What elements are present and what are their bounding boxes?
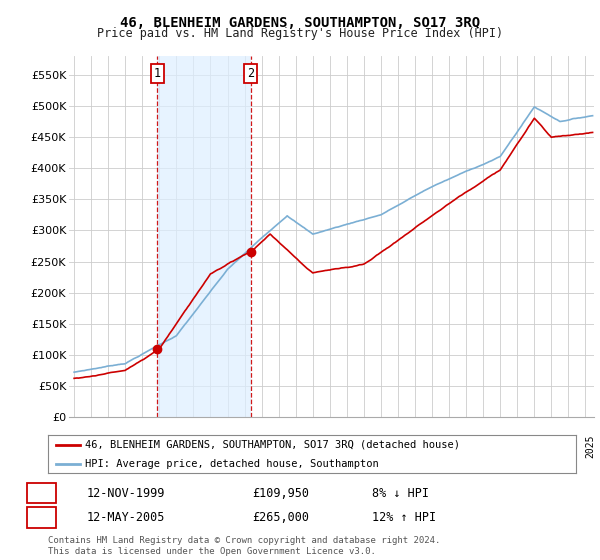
Text: 2016: 2016 <box>432 435 442 458</box>
Text: 2021: 2021 <box>517 435 527 458</box>
Text: 2007: 2007 <box>278 435 289 458</box>
Text: 2018: 2018 <box>466 435 476 458</box>
Text: HPI: Average price, detached house, Southampton: HPI: Average price, detached house, Sout… <box>85 459 379 469</box>
Text: 2017: 2017 <box>449 435 459 458</box>
Text: 12-NOV-1999: 12-NOV-1999 <box>87 487 166 500</box>
Text: 2014: 2014 <box>398 435 408 458</box>
Text: 1998: 1998 <box>125 435 135 458</box>
Text: £265,000: £265,000 <box>252 511 309 524</box>
Text: 1997: 1997 <box>108 435 118 458</box>
Text: 2025: 2025 <box>586 435 595 458</box>
Text: 2006: 2006 <box>262 435 272 458</box>
Text: 1995: 1995 <box>74 435 84 458</box>
Text: 2015: 2015 <box>415 435 425 458</box>
Text: 46, BLENHEIM GARDENS, SOUTHAMPTON, SO17 3RQ: 46, BLENHEIM GARDENS, SOUTHAMPTON, SO17 … <box>120 16 480 30</box>
Text: 2003: 2003 <box>211 435 220 458</box>
Text: 2000: 2000 <box>160 435 169 458</box>
Text: 2002: 2002 <box>193 435 203 458</box>
Text: 2024: 2024 <box>568 435 578 458</box>
Text: 2019: 2019 <box>483 435 493 458</box>
Text: 1999: 1999 <box>142 435 152 458</box>
Text: 2: 2 <box>247 67 254 80</box>
Text: 2022: 2022 <box>535 435 544 458</box>
Text: 1: 1 <box>38 487 45 500</box>
Text: 1996: 1996 <box>91 435 101 458</box>
Text: 2012: 2012 <box>364 435 374 458</box>
Text: 2001: 2001 <box>176 435 187 458</box>
Bar <box>157 56 251 417</box>
Text: 2010: 2010 <box>330 435 340 458</box>
Text: 2013: 2013 <box>381 435 391 458</box>
Text: £109,950: £109,950 <box>252 487 309 500</box>
Text: 2011: 2011 <box>347 435 357 458</box>
Text: Contains HM Land Registry data © Crown copyright and database right 2024.
This d: Contains HM Land Registry data © Crown c… <box>48 536 440 556</box>
Text: 12-MAY-2005: 12-MAY-2005 <box>87 511 166 524</box>
Text: 2: 2 <box>38 511 45 524</box>
Text: 12% ↑ HPI: 12% ↑ HPI <box>372 511 436 524</box>
Text: 46, BLENHEIM GARDENS, SOUTHAMPTON, SO17 3RQ (detached house): 46, BLENHEIM GARDENS, SOUTHAMPTON, SO17 … <box>85 440 460 450</box>
Text: 2004: 2004 <box>227 435 238 458</box>
Text: 2008: 2008 <box>296 435 306 458</box>
Text: Price paid vs. HM Land Registry's House Price Index (HPI): Price paid vs. HM Land Registry's House … <box>97 27 503 40</box>
Text: 8% ↓ HPI: 8% ↓ HPI <box>372 487 429 500</box>
Text: 2005: 2005 <box>245 435 254 458</box>
Text: 1: 1 <box>154 67 161 80</box>
Text: 2020: 2020 <box>500 435 510 458</box>
Text: 2009: 2009 <box>313 435 323 458</box>
Text: 2023: 2023 <box>551 435 562 458</box>
